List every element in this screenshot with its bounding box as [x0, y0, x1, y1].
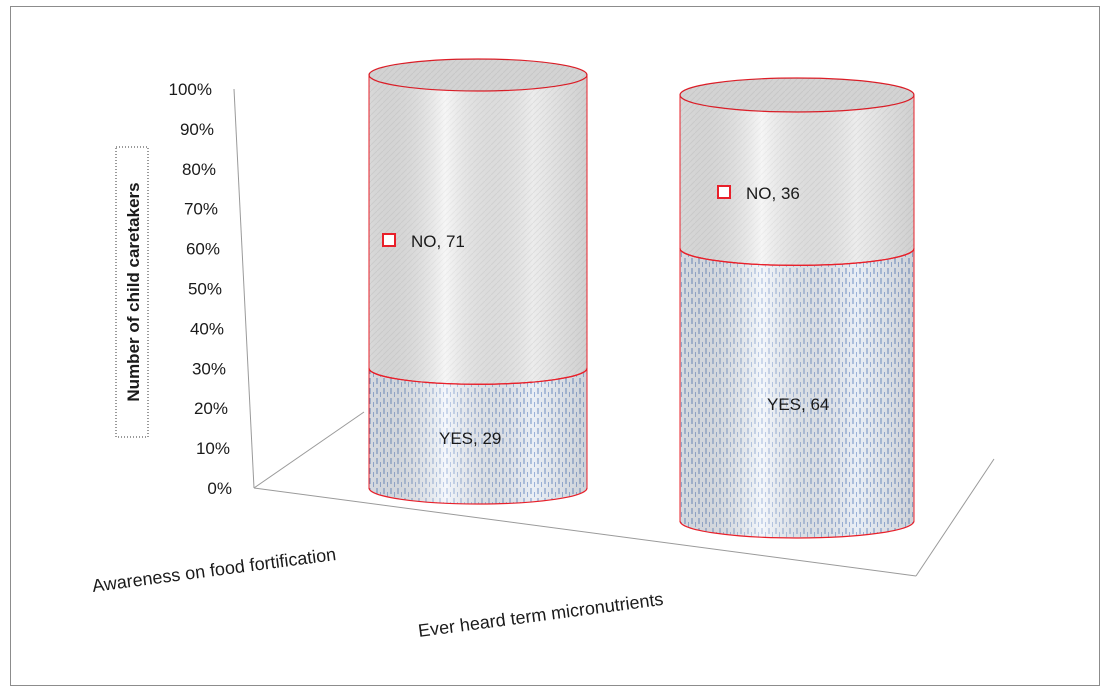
- data-label-marker: [383, 234, 395, 246]
- y-tick-label: 0%: [207, 479, 232, 498]
- y-tick-label: 100%: [169, 80, 212, 99]
- y-tick-label: 70%: [184, 200, 218, 219]
- y-tick-label: 40%: [190, 319, 224, 338]
- y-tick-label: 30%: [192, 359, 226, 378]
- y-axis-title-group: Number of child caretakers: [116, 147, 148, 437]
- y-tick-label: 20%: [194, 399, 228, 418]
- data-label-yes: YES, 64: [767, 395, 829, 414]
- y-tick-label: 80%: [182, 160, 216, 179]
- category-label: Awareness on food fortification: [91, 544, 337, 596]
- y-tick-labels: 0% 10% 20% 30% 40% 50% 60% 70% 80% 90% 100%: [169, 80, 232, 498]
- floor-back-edge: [254, 412, 364, 488]
- category-labels: Awareness on food fortification Ever hear…: [91, 544, 665, 641]
- data-label-marker: [718, 186, 730, 198]
- data-label-no: NO, 36: [746, 184, 800, 203]
- floor-right-edge: [916, 459, 994, 576]
- y-tick-label: 10%: [196, 439, 230, 458]
- cylinders: [369, 59, 914, 538]
- y-tick-label: 50%: [188, 280, 222, 299]
- y-tick-label: 60%: [186, 240, 220, 259]
- y-axis-title: Number of child caretakers: [124, 182, 143, 401]
- data-label-yes: YES, 29: [439, 429, 501, 448]
- data-label-no: NO, 71: [411, 232, 465, 251]
- cylinder-top-cap-shade: [680, 78, 914, 112]
- chart-frame: 0% 10% 20% 30% 40% 50% 60% 70% 80% 90% 100% YES, 2…: [10, 6, 1100, 686]
- cylinder-shading: [680, 95, 914, 265]
- y-axis-line: [234, 89, 254, 488]
- chart-plot: 0% 10% 20% 30% 40% 50% 60% 70% 80% 90% 100% YES, 2…: [11, 7, 1101, 679]
- cylinder-top-cap-shade: [369, 59, 587, 91]
- cylinder-shading: [680, 248, 914, 538]
- category-label: Ever heard term micronutrients: [417, 589, 665, 641]
- y-tick-label: 90%: [180, 120, 214, 139]
- cylinder-shading: [369, 75, 587, 384]
